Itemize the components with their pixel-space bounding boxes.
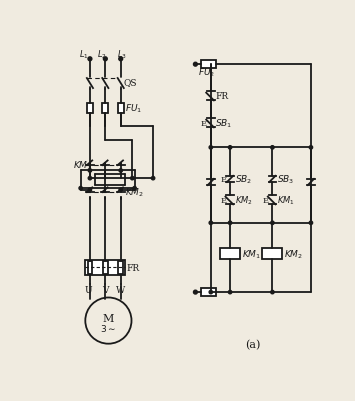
Text: $L_2$: $L_2$: [97, 48, 107, 61]
Bar: [220, 249, 240, 259]
Text: V: V: [102, 286, 109, 295]
Circle shape: [271, 146, 274, 150]
Text: M: M: [103, 313, 114, 323]
Bar: [262, 249, 283, 259]
Circle shape: [131, 177, 134, 180]
Text: $KM_1$: $KM_1$: [277, 194, 295, 207]
Text: $SB_2$: $SB_2$: [235, 173, 252, 186]
Circle shape: [119, 188, 122, 192]
Text: FR: FR: [126, 263, 139, 272]
Circle shape: [309, 222, 313, 225]
Circle shape: [209, 146, 213, 150]
Text: $KM_2$: $KM_2$: [125, 186, 144, 199]
Text: $3{\sim}$: $3{\sim}$: [100, 322, 116, 333]
Circle shape: [85, 298, 131, 344]
Text: $L_1$: $L_1$: [79, 48, 89, 61]
Text: E: E: [262, 196, 268, 204]
Text: $KM_1$: $KM_1$: [73, 160, 92, 172]
Circle shape: [193, 63, 197, 67]
Bar: [87, 103, 93, 114]
Text: W: W: [116, 286, 125, 295]
Bar: [118, 103, 124, 114]
Text: $SB_3$: $SB_3$: [277, 173, 294, 186]
Circle shape: [228, 146, 232, 150]
Circle shape: [119, 169, 122, 173]
Circle shape: [228, 291, 232, 294]
Circle shape: [151, 177, 155, 180]
Circle shape: [309, 146, 313, 150]
Text: FR: FR: [215, 92, 229, 101]
Bar: [201, 61, 216, 69]
Circle shape: [88, 177, 92, 180]
Text: $KM_1$: $KM_1$: [242, 248, 261, 260]
Text: (a): (a): [245, 339, 261, 349]
Bar: [85, 260, 125, 275]
Circle shape: [193, 290, 197, 294]
Circle shape: [88, 169, 92, 173]
Text: $SB_1$: $SB_1$: [215, 117, 233, 130]
Bar: [88, 261, 92, 274]
Text: $KM_2$: $KM_2$: [235, 194, 252, 207]
Text: $FU_1$: $FU_1$: [125, 103, 142, 115]
Circle shape: [133, 187, 136, 190]
Circle shape: [209, 222, 213, 225]
Text: E: E: [220, 176, 226, 183]
Circle shape: [119, 58, 122, 62]
Circle shape: [88, 188, 92, 192]
Text: $L_3$: $L_3$: [117, 48, 127, 61]
Circle shape: [271, 222, 274, 225]
Bar: [119, 261, 123, 274]
Circle shape: [209, 291, 213, 294]
Circle shape: [271, 291, 274, 294]
Text: E: E: [220, 196, 226, 204]
Text: $FU_2$: $FU_2$: [198, 67, 215, 79]
Circle shape: [228, 222, 232, 225]
Text: QS: QS: [124, 78, 137, 87]
Circle shape: [88, 58, 92, 62]
Text: U: U: [84, 286, 92, 295]
Circle shape: [79, 187, 82, 190]
Bar: [103, 261, 108, 274]
Bar: [201, 289, 216, 296]
Text: E: E: [201, 119, 207, 128]
Text: $KM_2$: $KM_2$: [284, 248, 303, 260]
Circle shape: [103, 58, 107, 62]
Bar: [102, 103, 108, 114]
